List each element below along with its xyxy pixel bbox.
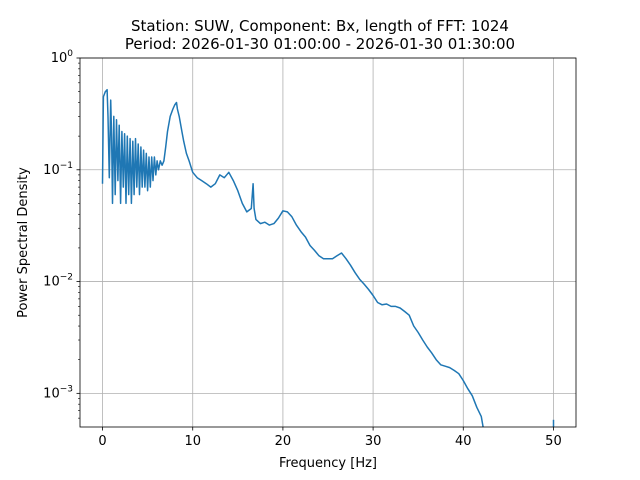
grid-lines xyxy=(80,57,576,427)
plot-area-frame xyxy=(79,57,577,428)
x-axis-label: Frequency [Hz] xyxy=(279,456,377,471)
x-tick-label: 40 xyxy=(455,434,472,449)
x-tick-label: 50 xyxy=(545,434,562,449)
y-tick-label: 10−3 xyxy=(43,384,73,401)
axis-ticks: 0 10 20 30 40 50 10−3 10−2 10−1 100 xyxy=(43,49,562,449)
x-tick-label: 10 xyxy=(184,434,201,449)
x-tick-label: 0 xyxy=(98,434,106,449)
psd-series-line-1 xyxy=(101,88,484,427)
x-tick-label: 30 xyxy=(365,434,382,449)
y-tick-label: 10−1 xyxy=(43,161,73,178)
x-tick-label: 20 xyxy=(275,434,292,449)
y-tick-label: 100 xyxy=(51,49,74,66)
series-layer xyxy=(101,88,555,427)
chart-title-line-1: Station: SUW, Component: Bx, length of F… xyxy=(131,17,509,35)
chart-title-line-2: Period: 2026-01-30 01:00:00 - 2026-01-30… xyxy=(124,35,516,53)
y-tick-label: 10−2 xyxy=(43,273,73,290)
y-axis-label: Power Spectral Density xyxy=(16,167,31,318)
